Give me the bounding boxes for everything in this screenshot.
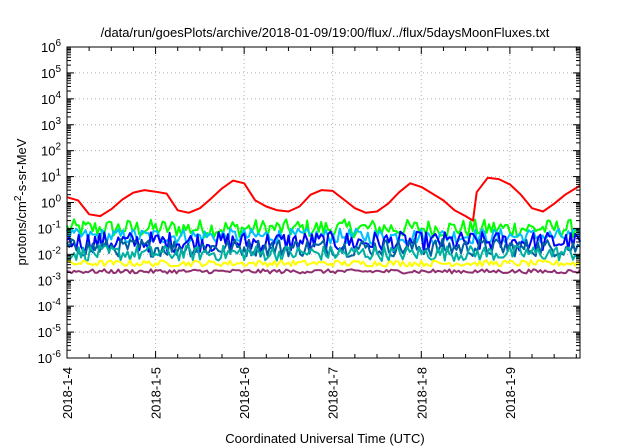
x-tick-label: 2018-1-7 — [326, 367, 341, 419]
y-tick-label: 10-2 — [38, 245, 62, 262]
x-tick-labels: 2018-1-4 2018-1-5 2018-1-6 2018-1-7 2018-1-8… — [60, 367, 518, 419]
y-tick-label: 105 — [41, 64, 61, 81]
y-tick-label: 101 — [41, 168, 61, 185]
y-tick-label: 100 — [41, 194, 61, 211]
y-tick-label: 103 — [41, 116, 61, 133]
series-line — [66, 176, 581, 222]
series-line — [66, 238, 581, 258]
grid-lines — [67, 47, 580, 358]
series-line — [66, 230, 581, 254]
y-axis-label: protons/cm2-s-sr-MeV — [13, 138, 29, 265]
y-tick-label: 10-1 — [38, 219, 62, 236]
x-tick-label: 2018-1-4 — [60, 367, 75, 419]
series-line — [66, 244, 581, 262]
x-tick-label: 2018-1-9 — [503, 367, 518, 419]
x-tick-label: 2018-1-5 — [149, 367, 164, 419]
y-tick-labels: 10-6 10-5 10-4 10-3 10-2 10-1 100 101 102 103 104 1… — [38, 38, 62, 366]
plot-series — [66, 176, 581, 275]
y-tick-label: 10-6 — [38, 349, 62, 366]
series-line — [66, 218, 581, 239]
x-tick-label: 2018-1-6 — [237, 367, 252, 419]
series-line — [66, 268, 581, 275]
y-tick-label: 10-4 — [38, 297, 62, 314]
x-tick-label: 2018-1-8 — [414, 367, 429, 419]
y-tick-label: 10-5 — [38, 323, 62, 340]
y-tick-label: 102 — [41, 142, 61, 159]
y-tick-label: 10-3 — [38, 271, 62, 288]
axis-ticks — [66, 46, 580, 359]
y-tick-label: 104 — [41, 90, 61, 107]
chart-title: /data/run/goesPlots/archive/2018-01-09/1… — [101, 25, 550, 40]
series-line — [66, 259, 581, 268]
x-axis-label: Coordinated Universal Time (UTC) — [225, 431, 424, 446]
y-tick-label: 106 — [41, 38, 61, 55]
